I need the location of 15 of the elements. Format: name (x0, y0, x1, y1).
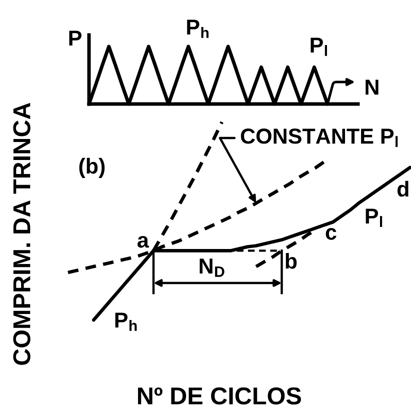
annotation: N$_{D}$ (200, 258, 224, 277)
x-axis-title: Nº DE CICLOS (138, 387, 301, 405)
annotation: b (286, 252, 297, 269)
x-axis-title: N (366, 80, 378, 95)
text: P$_{h}$ (187, 20, 209, 38)
annotation: (b) (79, 158, 105, 178)
annotation: c (326, 228, 336, 240)
annotation: a (138, 236, 150, 248)
annotation: P$_{l}$ (366, 208, 382, 227)
y-axis-title: COMPRIM. DA TRINCA (13, 102, 30, 365)
annotation: d (397, 180, 408, 197)
annotation: P$_{h}$ (115, 312, 137, 331)
y-axis-title: P (69, 30, 82, 46)
annotation: CONSTANTE P$_{l}$ (240, 128, 398, 147)
annotation: P$_{l}$ (310, 38, 327, 56)
